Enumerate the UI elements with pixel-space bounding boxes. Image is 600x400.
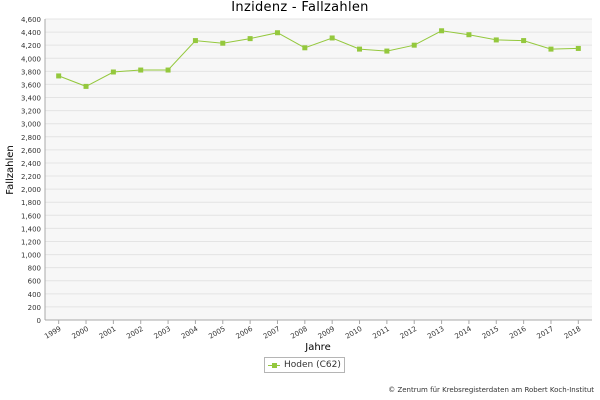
x-tick-label: 2013 bbox=[426, 325, 445, 341]
y-tick-label: 2,800 bbox=[21, 134, 41, 142]
x-tick-label: 2015 bbox=[481, 325, 500, 341]
x-tick-label: 2007 bbox=[262, 325, 281, 341]
y-tick-label: 3,400 bbox=[21, 95, 41, 103]
x-tick-label: 2002 bbox=[125, 325, 144, 341]
x-tick-label: 2004 bbox=[180, 325, 200, 341]
y-tick-label: 600 bbox=[28, 278, 41, 286]
data-point[interactable] bbox=[56, 73, 62, 79]
y-tick-label: 2,400 bbox=[21, 160, 41, 168]
data-point[interactable] bbox=[548, 46, 554, 52]
x-tick-label: 2000 bbox=[71, 325, 90, 341]
x-tick-label: 2008 bbox=[289, 325, 308, 341]
y-tick-label: 4,000 bbox=[21, 55, 41, 63]
x-tick-label: 2003 bbox=[153, 325, 172, 341]
y-tick-label: 800 bbox=[28, 265, 41, 273]
data-point[interactable] bbox=[384, 48, 390, 54]
y-axis-title: Fallzahlen bbox=[5, 145, 16, 195]
data-point[interactable] bbox=[192, 38, 198, 44]
series-line bbox=[58, 30, 579, 87]
y-tick-label: 3,600 bbox=[21, 81, 41, 89]
data-point[interactable] bbox=[220, 40, 226, 46]
y-tick-label: 4,600 bbox=[21, 16, 41, 24]
y-tick-label: 200 bbox=[28, 304, 41, 312]
plot-area bbox=[45, 19, 592, 320]
y-tick-label: 2,200 bbox=[21, 173, 41, 181]
data-point[interactable] bbox=[110, 69, 116, 75]
x-tick-label: 2017 bbox=[536, 325, 555, 341]
y-tick-label: 3,200 bbox=[21, 108, 41, 116]
x-tick-label: 2010 bbox=[344, 325, 363, 341]
x-axis-title: Jahre bbox=[304, 342, 330, 353]
x-tick-label: 2006 bbox=[235, 325, 255, 341]
x-tick-label: 2001 bbox=[98, 325, 117, 341]
legend-label: Hoden (C62) bbox=[284, 360, 341, 370]
data-point[interactable] bbox=[138, 67, 144, 73]
data-point[interactable] bbox=[83, 83, 89, 89]
data-point[interactable] bbox=[302, 45, 308, 51]
y-tick-label: 0 bbox=[37, 317, 41, 325]
legend[interactable]: Hoden (C62) bbox=[264, 357, 345, 373]
y-tick-label: 3,800 bbox=[21, 68, 41, 76]
legend-swatch bbox=[268, 361, 280, 369]
data-point[interactable] bbox=[466, 32, 472, 38]
y-tick-label: 2,000 bbox=[21, 186, 41, 194]
data-point[interactable] bbox=[575, 45, 581, 51]
x-tick-label: 2005 bbox=[207, 325, 226, 341]
x-tick-label: 2014 bbox=[453, 325, 473, 341]
y-tick-label: 2,600 bbox=[21, 147, 41, 155]
data-point[interactable] bbox=[274, 30, 280, 36]
data-point[interactable] bbox=[165, 67, 171, 73]
y-tick-label: 1,200 bbox=[21, 238, 41, 246]
data-point[interactable] bbox=[439, 28, 445, 34]
x-tick-label: 2018 bbox=[563, 325, 582, 341]
data-point[interactable] bbox=[247, 36, 253, 42]
x-tick-label: 2012 bbox=[399, 325, 418, 341]
y-tick-label: 1,400 bbox=[21, 225, 41, 233]
y-tick-label: 1,000 bbox=[21, 252, 41, 260]
y-tick-label: 4,400 bbox=[21, 29, 41, 37]
data-point[interactable] bbox=[493, 37, 499, 43]
y-tick-label: 4,200 bbox=[21, 42, 41, 50]
x-tick-label: 2016 bbox=[508, 325, 528, 341]
series-layer bbox=[56, 28, 581, 89]
y-tick-label: 1,800 bbox=[21, 199, 41, 207]
chart-title: Inzidenz - Fallzahlen bbox=[231, 0, 369, 15]
x-tick-label: 2009 bbox=[317, 325, 336, 341]
y-tick-label: 1,600 bbox=[21, 212, 41, 220]
x-tick-label: 1999 bbox=[43, 325, 62, 341]
y-tick-label: 3,000 bbox=[21, 121, 41, 129]
y-tick-label: 400 bbox=[28, 291, 41, 299]
data-point[interactable] bbox=[411, 42, 417, 48]
data-point[interactable] bbox=[329, 35, 335, 41]
gridlines bbox=[45, 18, 592, 321]
data-point[interactable] bbox=[521, 38, 527, 44]
data-point[interactable] bbox=[357, 46, 363, 52]
x-tick-label: 2011 bbox=[371, 325, 390, 341]
copyright-credit: © Zentrum für Krebsregisterdaten am Robe… bbox=[388, 386, 594, 394]
